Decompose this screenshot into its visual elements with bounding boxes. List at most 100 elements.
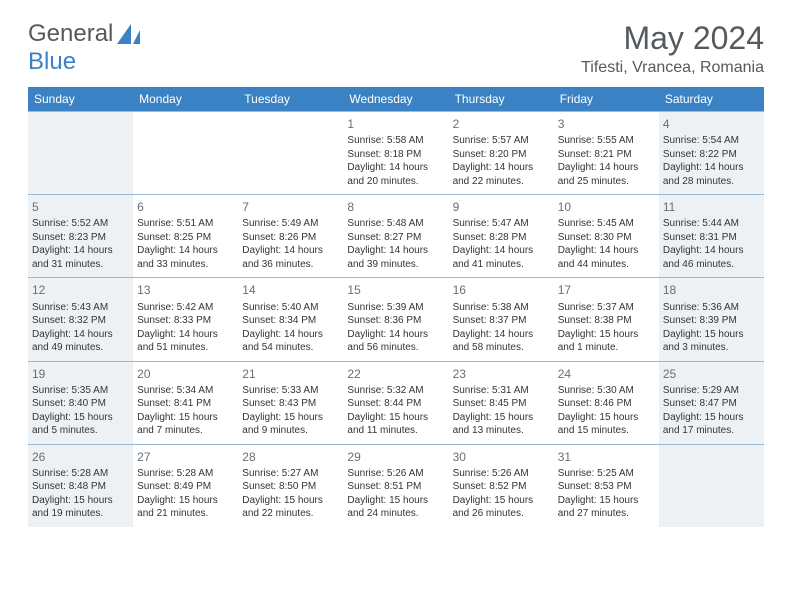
day-number: 6 [137, 199, 234, 215]
title-block: May 2024 Tifesti, Vrancea, Romania [581, 20, 764, 77]
weeks-container: 1Sunrise: 5:58 AMSunset: 8:18 PMDaylight… [28, 111, 764, 527]
day-info-line: Daylight: 14 hours [347, 328, 444, 342]
day-info-line: and 39 minutes. [347, 258, 444, 272]
day-info-line: and 28 minutes. [663, 175, 760, 189]
day-info-line: Daylight: 14 hours [347, 244, 444, 258]
day-info-line: Daylight: 14 hours [32, 244, 129, 258]
day-number: 12 [32, 282, 129, 298]
day-info-line: and 25 minutes. [558, 175, 655, 189]
location: Tifesti, Vrancea, Romania [581, 59, 764, 77]
day-info-line: Sunset: 8:39 PM [663, 314, 760, 328]
week-row: 12Sunrise: 5:43 AMSunset: 8:32 PMDayligh… [28, 277, 764, 360]
day-info-line: Daylight: 14 hours [242, 328, 339, 342]
day-info-line: Sunset: 8:36 PM [347, 314, 444, 328]
day-info-line: and 56 minutes. [347, 341, 444, 355]
day-info-line: Sunset: 8:52 PM [453, 480, 550, 494]
day-info-line: and 13 minutes. [453, 424, 550, 438]
day-info-line: Daylight: 15 hours [32, 494, 129, 508]
day-info-line: Sunrise: 5:52 AM [32, 217, 129, 231]
day-info-line: Sunset: 8:40 PM [32, 397, 129, 411]
day-info-line: and 19 minutes. [32, 507, 129, 521]
day-cell: 4Sunrise: 5:54 AMSunset: 8:22 PMDaylight… [659, 112, 764, 194]
weekday-header: Sunday [28, 87, 133, 111]
day-info-line: Daylight: 14 hours [32, 328, 129, 342]
day-number: 2 [453, 116, 550, 132]
day-number: 29 [347, 449, 444, 465]
day-info-line: and 22 minutes. [453, 175, 550, 189]
calendar: SundayMondayTuesdayWednesdayThursdayFrid… [28, 87, 764, 527]
day-info-line: Sunset: 8:23 PM [32, 231, 129, 245]
day-info-line: Daylight: 15 hours [137, 411, 234, 425]
day-cell: 18Sunrise: 5:36 AMSunset: 8:39 PMDayligh… [659, 278, 764, 360]
day-cell: 3Sunrise: 5:55 AMSunset: 8:21 PMDaylight… [554, 112, 659, 194]
day-info-line: Sunrise: 5:51 AM [137, 217, 234, 231]
day-cell: 2Sunrise: 5:57 AMSunset: 8:20 PMDaylight… [449, 112, 554, 194]
day-number: 26 [32, 449, 129, 465]
day-cell: 30Sunrise: 5:26 AMSunset: 8:52 PMDayligh… [449, 445, 554, 527]
day-info-line: Sunset: 8:27 PM [347, 231, 444, 245]
day-info-line: and 9 minutes. [242, 424, 339, 438]
day-number: 24 [558, 366, 655, 382]
day-info-line: Sunset: 8:30 PM [558, 231, 655, 245]
day-number: 28 [242, 449, 339, 465]
day-info-line: and 46 minutes. [663, 258, 760, 272]
day-cell: 25Sunrise: 5:29 AMSunset: 8:47 PMDayligh… [659, 362, 764, 444]
day-info-line: Daylight: 15 hours [242, 494, 339, 508]
day-number: 8 [347, 199, 444, 215]
day-cell: 26Sunrise: 5:28 AMSunset: 8:48 PMDayligh… [28, 445, 133, 527]
logo-text-blue: Blue [28, 48, 76, 76]
day-cell: 23Sunrise: 5:31 AMSunset: 8:45 PMDayligh… [449, 362, 554, 444]
day-info-line: and 15 minutes. [558, 424, 655, 438]
day-info-line: Daylight: 14 hours [558, 244, 655, 258]
day-number: 17 [558, 282, 655, 298]
day-info-line: Daylight: 14 hours [453, 244, 550, 258]
day-info-line: Sunrise: 5:54 AM [663, 134, 760, 148]
day-cell: 19Sunrise: 5:35 AMSunset: 8:40 PMDayligh… [28, 362, 133, 444]
empty-day-cell [238, 112, 343, 194]
day-number: 11 [663, 199, 760, 215]
day-number: 30 [453, 449, 550, 465]
logo-sail-icon [117, 24, 145, 44]
day-info-line: and 17 minutes. [663, 424, 760, 438]
day-info-line: and 26 minutes. [453, 507, 550, 521]
day-info-line: Sunrise: 5:27 AM [242, 467, 339, 481]
day-info-line: Sunrise: 5:36 AM [663, 301, 760, 315]
day-info-line: Daylight: 14 hours [663, 244, 760, 258]
day-info-line: Daylight: 15 hours [558, 411, 655, 425]
day-number: 5 [32, 199, 129, 215]
day-info-line: Sunset: 8:21 PM [558, 148, 655, 162]
day-number: 10 [558, 199, 655, 215]
day-cell: 16Sunrise: 5:38 AMSunset: 8:37 PMDayligh… [449, 278, 554, 360]
day-info-line: Sunset: 8:34 PM [242, 314, 339, 328]
empty-day-cell [659, 445, 764, 527]
day-number: 16 [453, 282, 550, 298]
day-info-line: Sunrise: 5:31 AM [453, 384, 550, 398]
day-cell: 22Sunrise: 5:32 AMSunset: 8:44 PMDayligh… [343, 362, 448, 444]
day-info-line: Sunset: 8:37 PM [453, 314, 550, 328]
day-info-line: Sunset: 8:51 PM [347, 480, 444, 494]
day-info-line: Daylight: 14 hours [453, 328, 550, 342]
day-info-line: and 5 minutes. [32, 424, 129, 438]
day-info-line: Sunrise: 5:58 AM [347, 134, 444, 148]
day-number: 31 [558, 449, 655, 465]
day-number: 18 [663, 282, 760, 298]
day-cell: 20Sunrise: 5:34 AMSunset: 8:41 PMDayligh… [133, 362, 238, 444]
day-info-line: and 1 minute. [558, 341, 655, 355]
day-info-line: Sunrise: 5:57 AM [453, 134, 550, 148]
day-number: 15 [347, 282, 444, 298]
day-info-line: Sunset: 8:33 PM [137, 314, 234, 328]
day-info-line: and 33 minutes. [137, 258, 234, 272]
day-cell: 8Sunrise: 5:48 AMSunset: 8:27 PMDaylight… [343, 195, 448, 277]
day-info-line: Sunrise: 5:28 AM [137, 467, 234, 481]
day-cell: 31Sunrise: 5:25 AMSunset: 8:53 PMDayligh… [554, 445, 659, 527]
day-cell: 29Sunrise: 5:26 AMSunset: 8:51 PMDayligh… [343, 445, 448, 527]
day-info-line: Daylight: 14 hours [347, 161, 444, 175]
day-info-line: and 7 minutes. [137, 424, 234, 438]
header: General May 2024 Tifesti, Vrancea, Roman… [28, 20, 764, 77]
day-info-line: Sunset: 8:53 PM [558, 480, 655, 494]
day-info-line: Daylight: 15 hours [453, 494, 550, 508]
day-number: 7 [242, 199, 339, 215]
day-info-line: and 58 minutes. [453, 341, 550, 355]
weekday-header: Tuesday [238, 87, 343, 111]
day-info-line: Sunrise: 5:40 AM [242, 301, 339, 315]
